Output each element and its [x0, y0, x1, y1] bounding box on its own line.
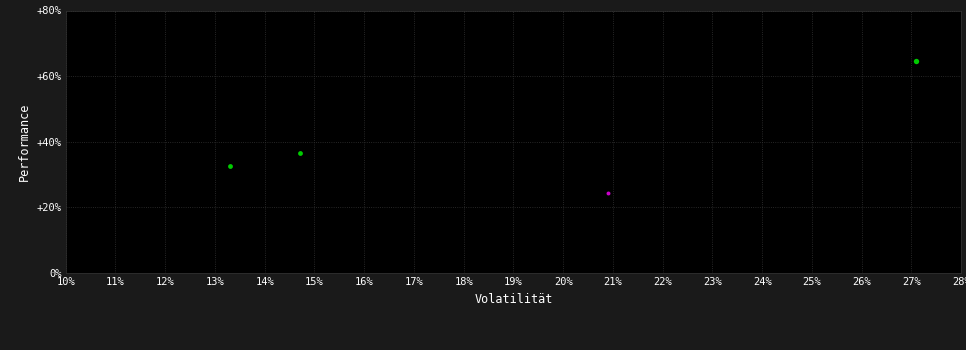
Point: [292, 150, 307, 156]
X-axis label: Volatilität: Volatilität: [474, 293, 553, 306]
Point: [222, 163, 238, 169]
Point: [909, 58, 924, 64]
Y-axis label: Performance: Performance: [18, 103, 31, 181]
Point: [600, 190, 615, 195]
